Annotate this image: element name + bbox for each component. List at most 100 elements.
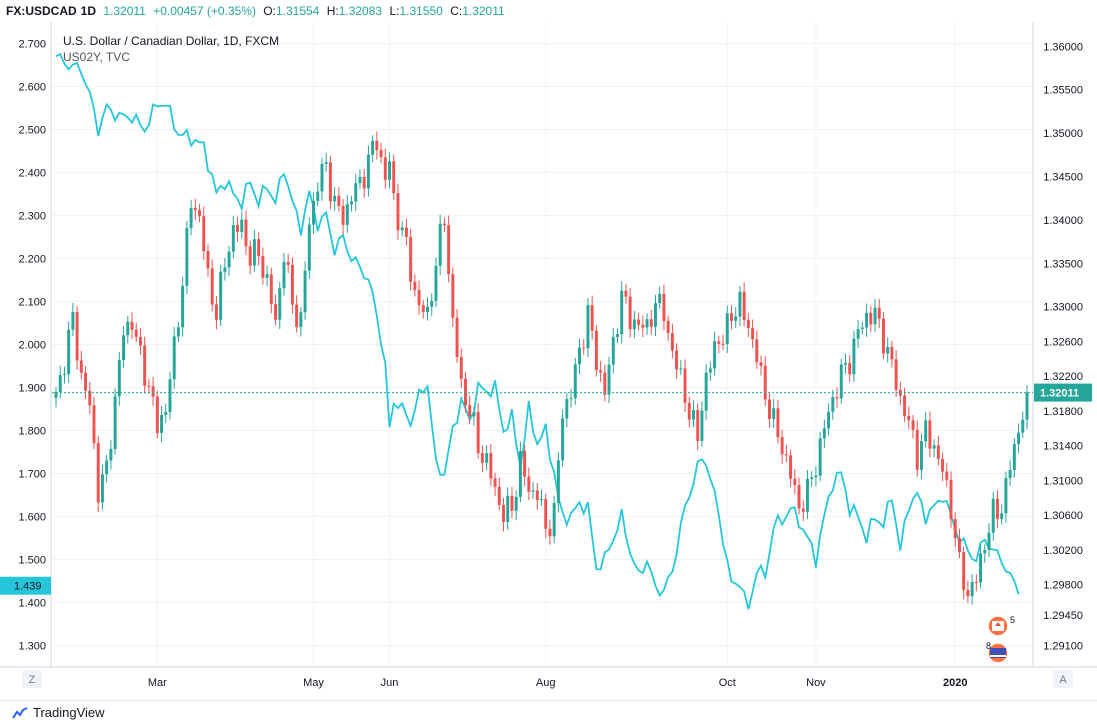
candle xyxy=(261,247,265,285)
right-current-label: 1.32011 xyxy=(1040,388,1079,400)
candle xyxy=(801,500,805,522)
candle xyxy=(510,487,514,519)
candle xyxy=(231,215,235,259)
left-tick-label: 2.200 xyxy=(18,254,46,266)
candle xyxy=(341,198,345,235)
candle xyxy=(413,274,417,297)
right-tick-label: 1.31000 xyxy=(1043,475,1083,487)
candle xyxy=(767,393,771,428)
candle xyxy=(776,400,780,444)
candle xyxy=(865,303,869,337)
canada-event-count: 5 xyxy=(1010,615,1015,625)
left-tick-label: 2.600 xyxy=(18,82,46,94)
candle xyxy=(100,464,104,510)
candle xyxy=(590,295,594,340)
chart-svg[interactable]: 2.700 2.600 2.500 2.400 2.300 2.200 2.100 2.000… xyxy=(0,22,1097,700)
candle xyxy=(713,331,717,376)
interval-label[interactable]: 1D xyxy=(80,4,97,18)
candle xyxy=(455,309,459,363)
candle xyxy=(328,155,332,209)
zoom-button-left[interactable]: Z xyxy=(22,670,42,688)
tradingview-logo[interactable]: TradingView xyxy=(12,705,105,720)
candle xyxy=(198,204,202,223)
candle xyxy=(472,406,476,426)
candle xyxy=(388,152,391,189)
left-tick-label: 1.800 xyxy=(18,426,46,438)
candle xyxy=(573,357,577,405)
candle xyxy=(168,371,172,420)
candle xyxy=(746,313,750,337)
candle xyxy=(548,519,552,545)
candle xyxy=(641,315,645,337)
candle xyxy=(679,360,683,375)
candle xyxy=(109,439,113,470)
candle xyxy=(350,195,353,212)
overlay-layer xyxy=(55,52,1020,610)
candle xyxy=(426,297,429,321)
canada-event-marker[interactable]: 5 xyxy=(987,615,1015,637)
left-tick-label: 2.400 xyxy=(18,168,46,180)
left-tick-label: 2.000 xyxy=(18,340,46,352)
candle xyxy=(827,403,831,436)
candle xyxy=(662,284,666,331)
left-current-badge xyxy=(0,576,51,595)
candle xyxy=(531,482,535,500)
candle xyxy=(763,356,767,407)
candle xyxy=(193,198,197,220)
candle xyxy=(717,335,721,354)
candle xyxy=(84,366,88,400)
candle xyxy=(704,364,708,420)
candle xyxy=(1012,437,1016,478)
candle xyxy=(721,334,725,350)
candle xyxy=(848,355,852,383)
candle xyxy=(561,409,565,467)
candle xyxy=(784,444,788,463)
chart-frame[interactable]: 2.700 2.600 2.500 2.400 2.300 2.200 2.100 2.000… xyxy=(0,22,1097,700)
candle xyxy=(535,482,539,510)
candle xyxy=(730,305,733,330)
candle xyxy=(1004,471,1008,523)
candle xyxy=(1025,385,1029,430)
candle xyxy=(578,338,581,374)
candle xyxy=(219,264,223,327)
legend-title: U.S. Dollar / Canadian Dollar, 1D, FXCM xyxy=(63,34,280,48)
candle xyxy=(860,321,864,335)
symbol-name[interactable]: FX:USDCAD xyxy=(6,4,77,18)
auto-scale-button[interactable]: A xyxy=(1053,670,1073,688)
time-tick-label: Aug xyxy=(536,677,556,689)
candle xyxy=(71,302,75,337)
candle xyxy=(434,257,438,307)
candle xyxy=(810,471,814,488)
candle xyxy=(607,356,611,404)
candle xyxy=(485,445,489,471)
candle xyxy=(345,194,349,233)
time-tick-label: 2020 xyxy=(943,677,967,689)
left-axis-ticks: 2.700 2.600 2.500 2.400 2.300 2.200 2.100 2.000… xyxy=(0,39,51,653)
us-event-marker[interactable]: 8 xyxy=(986,641,1009,664)
left-tick-label: 1.300 xyxy=(18,641,46,653)
us-event-count: 8 xyxy=(986,641,991,651)
candle xyxy=(172,326,176,389)
candle xyxy=(518,441,522,503)
candle xyxy=(987,523,991,558)
candle xyxy=(708,361,712,381)
candle xyxy=(126,316,130,344)
candle xyxy=(843,353,847,374)
candle xyxy=(966,580,970,604)
candle xyxy=(206,244,210,277)
right-tick-label: 1.34500 xyxy=(1043,172,1083,184)
left-current-label: 1.439 xyxy=(14,581,42,593)
low-label: L: xyxy=(389,4,400,18)
candle xyxy=(540,489,543,506)
right-tick-label: 1.31800 xyxy=(1043,406,1083,418)
candle xyxy=(396,183,400,240)
candle xyxy=(932,439,936,458)
price-change: +0.00457 (+0.35%) xyxy=(153,4,256,18)
candle xyxy=(459,348,463,389)
candle xyxy=(269,267,273,314)
low-value: 1.31550 xyxy=(399,4,443,18)
candle xyxy=(611,327,615,374)
right-tick-label: 1.29800 xyxy=(1043,580,1083,592)
candle xyxy=(637,312,641,331)
time-tick-label: Nov xyxy=(806,677,826,689)
